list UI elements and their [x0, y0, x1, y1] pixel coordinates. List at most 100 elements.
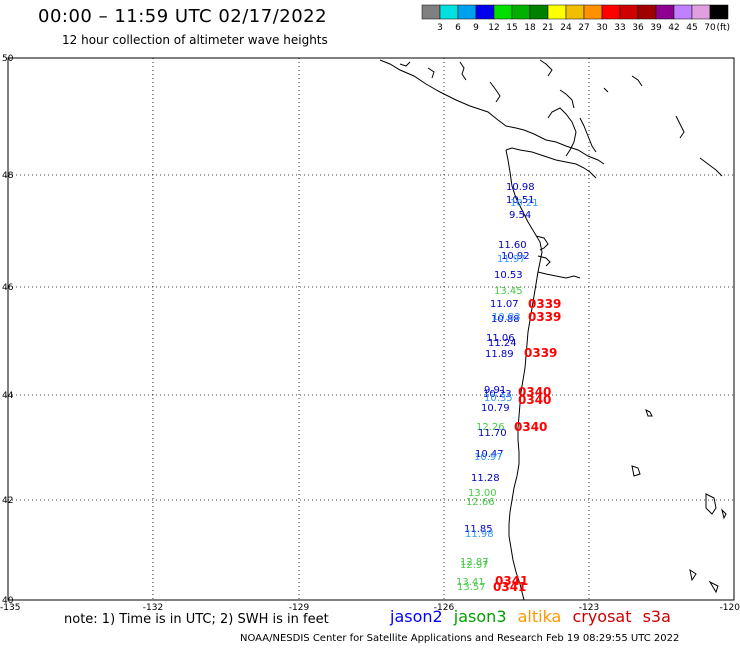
sat-jason2: jason2 [390, 607, 443, 626]
legend-swatch [457, 4, 477, 20]
legend-tick-label: 39 [650, 23, 662, 33]
cryosat-time-label: 0340 [514, 420, 547, 434]
legend-swatch [529, 4, 549, 20]
legend-tick-label: 9 [473, 23, 479, 33]
vancouver-island-coast [379, 59, 605, 165]
lon-label: -135 [0, 603, 20, 613]
legend-tick-label: 15 [506, 23, 517, 33]
coastline [379, 59, 727, 601]
island-3 [427, 67, 435, 79]
longitude-labels: -135 -132 -129 -126 -123 -120 [0, 603, 740, 613]
swh-label: 10.98 [506, 182, 535, 193]
sat-jason3: jason3 [453, 607, 507, 626]
cryosat-time-label: 0341 [495, 574, 528, 588]
lat-label: 48 [2, 171, 14, 181]
legend-tick-label: 27 [578, 23, 589, 33]
swh-label: 11.60 [498, 240, 527, 251]
lat-label: 46 [2, 283, 14, 293]
map-frame [7, 57, 735, 601]
puget-sound-2 [579, 117, 597, 153]
swh-label: 10.92 [501, 251, 530, 262]
note-text: note: 1) Time is in UTC; 2) SWH is in fe… [64, 612, 329, 627]
island-1 [459, 61, 467, 81]
legend-swatch [493, 4, 513, 20]
lat-label: 50 [2, 54, 14, 64]
legend-swatch [547, 4, 567, 20]
lon-label: -123 [579, 603, 599, 613]
legend-tick-label: 36 [632, 23, 644, 33]
swh-label: 11.70 [478, 428, 507, 439]
cryosat-time-label: 0339 [524, 346, 557, 360]
lon-label: -126 [434, 603, 455, 613]
island-2 [399, 61, 411, 67]
island-4 [489, 81, 501, 103]
island-7 [603, 87, 609, 93]
legend-swatch [421, 4, 441, 20]
swh-label: 13.00 [468, 488, 497, 499]
island-9 [699, 157, 723, 177]
legend-tick-label: 24 [560, 23, 572, 33]
grays-harbor [535, 235, 549, 251]
cryosat-time-label: 0340 [518, 393, 551, 407]
swh-label: 10.21 [510, 198, 539, 209]
swh-label: 10.35 [484, 393, 513, 404]
page-title: 00:00 – 11:59 UTC 02/17/2022 [38, 6, 328, 27]
lake-3 [705, 493, 717, 515]
legend-unit: (ft) [716, 23, 730, 33]
footer-credit: NOAA/NESDIS Center for Satellite Applica… [240, 633, 680, 644]
swh-label: 11.85 [464, 524, 493, 535]
legend-swatch [637, 4, 657, 20]
lake-5 [689, 568, 697, 582]
cryosat-time-label: 0340 [518, 385, 551, 399]
willapa-bay [537, 255, 551, 267]
san-juan-islands [559, 89, 575, 109]
columbia-estuary [537, 271, 581, 279]
swh-label: 13.45 [494, 286, 523, 297]
legend-tick-label: 6 [455, 23, 461, 33]
legend-swatch [655, 4, 675, 20]
swh-label: 11.89 [485, 349, 514, 360]
sat-cryosat: cryosat [572, 607, 632, 626]
swh-label: 12.87 [460, 557, 489, 568]
strait-coast [505, 147, 597, 179]
legend-tick-label: 3 [437, 23, 443, 33]
swh-label: 10.97 [474, 452, 503, 463]
cryosat-time-label: 0341 [493, 580, 526, 594]
legend-tick-label: 18 [524, 23, 536, 33]
legend-swatch [601, 4, 621, 20]
island-6 [631, 75, 643, 87]
sat-s3a: s3a [642, 607, 671, 626]
legend-tick-label: 45 [686, 23, 697, 33]
lon-label: -129 [289, 603, 310, 613]
legend-tick-label: 12 [488, 23, 499, 33]
lat-lon-grid [8, 58, 734, 600]
island-5 [539, 59, 553, 77]
swh-label: 10.53 [494, 270, 523, 281]
swh-label: 13.57 [457, 582, 486, 593]
swh-label: 12.66 [466, 497, 495, 508]
legend-tick-label: 33 [614, 23, 625, 33]
swh-label: 11.28 [471, 473, 500, 484]
legend-swatch [565, 4, 585, 20]
swh-label: 11.24 [488, 338, 517, 349]
swh-label: 10.47 [475, 449, 504, 460]
lake-6 [708, 580, 719, 594]
cryosat-time-label: 0339 [528, 297, 561, 311]
us-west-coast [505, 149, 543, 601]
lat-label: 40 [2, 596, 14, 606]
lake-4 [721, 508, 727, 520]
lat-label: 44 [2, 391, 14, 401]
swh-label: 11.06 [486, 333, 515, 344]
color-legend: 3 6 9 12 15 18 21 24 27 30 33 36 39 42 45 70 (ft) [421, 4, 730, 33]
swh-label: 10.51 [506, 195, 535, 206]
swh-label: 10.83 [492, 312, 521, 323]
swh-label: 11.07 [490, 299, 519, 310]
legend-tick-label: 42 [668, 23, 679, 33]
puget-sound [547, 107, 577, 157]
lake-1 [645, 409, 653, 417]
sat-altika: altika [517, 607, 562, 626]
legend-swatch [511, 4, 531, 20]
swh-label: 11.98 [465, 529, 494, 540]
page-subtitle: 12 hour collection of altimeter wave hei… [62, 33, 328, 47]
